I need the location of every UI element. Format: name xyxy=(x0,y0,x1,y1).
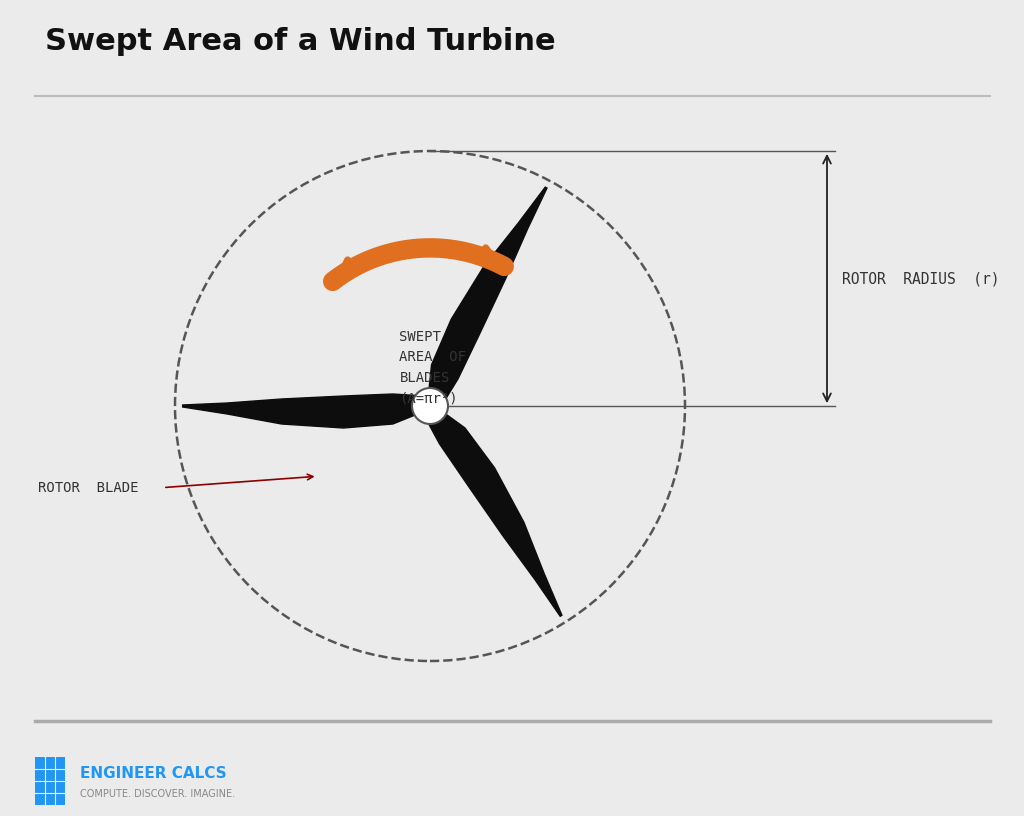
Text: ROTOR  BLADE: ROTOR BLADE xyxy=(38,481,138,494)
Text: ROTOR  RADIUS  (r): ROTOR RADIUS (r) xyxy=(842,271,999,286)
Circle shape xyxy=(412,388,449,424)
FancyBboxPatch shape xyxy=(35,757,65,805)
Text: ENGINEER CALCS: ENGINEER CALCS xyxy=(80,765,226,780)
Polygon shape xyxy=(428,187,547,406)
Text: SWEPT
AREA  OF
BLADES
(A=πr²): SWEPT AREA OF BLADES (A=πr²) xyxy=(399,330,466,406)
Text: COMPUTE. DISCOVER. IMAGINE.: COMPUTE. DISCOVER. IMAGINE. xyxy=(80,789,236,799)
Text: Swept Area of a Wind Turbine: Swept Area of a Wind Turbine xyxy=(45,26,556,55)
Polygon shape xyxy=(424,407,562,616)
Polygon shape xyxy=(182,394,425,428)
